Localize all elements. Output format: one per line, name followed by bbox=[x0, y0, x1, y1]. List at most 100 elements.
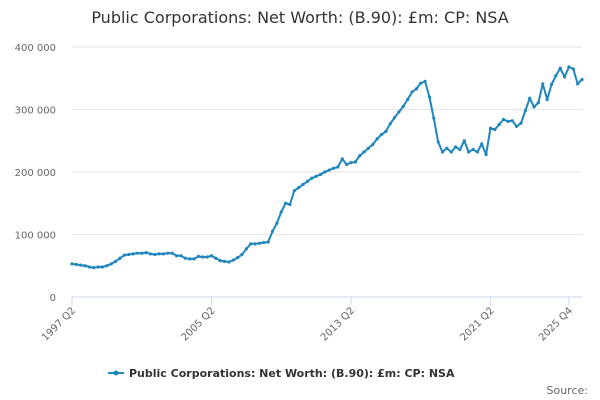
data-point[interactable] bbox=[131, 252, 135, 256]
data-point[interactable] bbox=[249, 242, 253, 246]
data-point[interactable] bbox=[122, 253, 126, 257]
data-point[interactable] bbox=[580, 77, 584, 82]
data-point[interactable] bbox=[345, 162, 349, 167]
data-point[interactable] bbox=[175, 254, 179, 258]
data-point[interactable] bbox=[506, 119, 510, 123]
data-point[interactable] bbox=[536, 101, 541, 105]
data-point[interactable] bbox=[74, 262, 78, 267]
data-point[interactable] bbox=[323, 170, 327, 174]
data-point[interactable] bbox=[140, 251, 144, 255]
data-point[interactable] bbox=[83, 264, 87, 268]
data-point[interactable] bbox=[275, 221, 279, 225]
data-point[interactable] bbox=[70, 262, 74, 266]
data-point[interactable] bbox=[515, 124, 519, 128]
data-point[interactable] bbox=[144, 251, 148, 255]
data-point[interactable] bbox=[205, 255, 209, 259]
data-point[interactable] bbox=[257, 241, 262, 245]
data-point[interactable] bbox=[100, 265, 105, 269]
data-point[interactable] bbox=[301, 182, 305, 187]
data-point[interactable] bbox=[388, 122, 392, 126]
data-point[interactable] bbox=[401, 104, 405, 108]
data-point[interactable] bbox=[475, 150, 479, 154]
data-point[interactable] bbox=[397, 110, 401, 114]
data-point[interactable] bbox=[571, 67, 575, 71]
data-point[interactable] bbox=[423, 79, 427, 83]
data-point[interactable] bbox=[458, 147, 462, 152]
data-point[interactable] bbox=[471, 147, 475, 152]
data-point[interactable] bbox=[366, 146, 371, 150]
data-point[interactable] bbox=[209, 254, 214, 258]
data-point[interactable] bbox=[480, 142, 484, 146]
data-point[interactable] bbox=[414, 87, 418, 91]
data-point[interactable] bbox=[379, 132, 384, 137]
data-point[interactable] bbox=[92, 266, 96, 270]
data-point[interactable] bbox=[288, 202, 292, 207]
data-point[interactable] bbox=[558, 66, 562, 70]
data-point[interactable] bbox=[253, 242, 257, 246]
data-point[interactable] bbox=[279, 210, 283, 214]
data-point[interactable] bbox=[127, 252, 131, 257]
data-point[interactable] bbox=[113, 259, 118, 263]
data-point[interactable] bbox=[240, 252, 244, 257]
data-point[interactable] bbox=[179, 254, 183, 258]
data-point[interactable] bbox=[318, 172, 323, 177]
data-point[interactable] bbox=[449, 150, 453, 154]
data-point[interactable] bbox=[148, 252, 153, 256]
data-point[interactable] bbox=[445, 146, 449, 150]
data-point[interactable] bbox=[528, 96, 532, 100]
data-point[interactable] bbox=[436, 140, 440, 144]
data-point[interactable] bbox=[327, 168, 331, 172]
data-point[interactable] bbox=[541, 82, 545, 86]
data-point[interactable] bbox=[314, 174, 318, 178]
data-point[interactable] bbox=[340, 157, 344, 161]
data-point[interactable] bbox=[192, 257, 196, 261]
data-point[interactable] bbox=[222, 259, 227, 263]
data-point[interactable] bbox=[493, 127, 497, 132]
data-point[interactable] bbox=[427, 95, 432, 99]
data-point[interactable] bbox=[497, 122, 501, 127]
legend[interactable]: Public Corporations: Net Worth: (B.90): … bbox=[108, 367, 455, 380]
data-point[interactable] bbox=[562, 75, 567, 79]
data-point[interactable] bbox=[305, 179, 309, 183]
data-point[interactable] bbox=[484, 152, 488, 157]
data-point[interactable] bbox=[353, 160, 357, 164]
data-point[interactable] bbox=[519, 121, 523, 125]
data-point[interactable] bbox=[440, 150, 445, 154]
data-point[interactable] bbox=[432, 116, 436, 120]
data-point[interactable] bbox=[166, 251, 170, 255]
data-point[interactable] bbox=[270, 229, 275, 233]
data-point[interactable] bbox=[170, 251, 174, 255]
data-point[interactable] bbox=[576, 82, 580, 86]
data-point[interactable] bbox=[371, 142, 375, 147]
data-point[interactable] bbox=[262, 241, 266, 245]
data-point[interactable] bbox=[410, 90, 414, 94]
data-point[interactable] bbox=[467, 150, 471, 154]
data-point[interactable] bbox=[283, 201, 288, 205]
data-point[interactable] bbox=[183, 256, 187, 260]
data-point[interactable] bbox=[79, 263, 83, 267]
data-point[interactable] bbox=[161, 252, 166, 256]
data-point[interactable] bbox=[231, 258, 235, 262]
data-point[interactable] bbox=[488, 126, 493, 130]
data-point[interactable] bbox=[236, 256, 240, 260]
data-point[interactable] bbox=[266, 240, 270, 244]
data-point[interactable] bbox=[384, 129, 388, 133]
data-point[interactable] bbox=[462, 139, 466, 143]
data-point[interactable] bbox=[554, 74, 558, 78]
data-point[interactable] bbox=[105, 264, 109, 268]
data-point[interactable] bbox=[153, 252, 157, 257]
data-point[interactable] bbox=[549, 82, 554, 87]
data-point[interactable] bbox=[196, 254, 201, 258]
data-point[interactable] bbox=[87, 265, 92, 269]
data-point[interactable] bbox=[501, 117, 506, 122]
data-point[interactable] bbox=[297, 186, 301, 190]
data-point[interactable] bbox=[545, 97, 549, 102]
data-point[interactable] bbox=[310, 176, 314, 180]
data-point[interactable] bbox=[118, 256, 122, 260]
data-point[interactable] bbox=[532, 105, 536, 109]
data-point[interactable] bbox=[406, 97, 410, 102]
data-point[interactable] bbox=[109, 262, 113, 266]
data-point[interactable] bbox=[227, 260, 231, 264]
data-point[interactable] bbox=[244, 247, 248, 251]
data-point[interactable] bbox=[214, 256, 218, 260]
